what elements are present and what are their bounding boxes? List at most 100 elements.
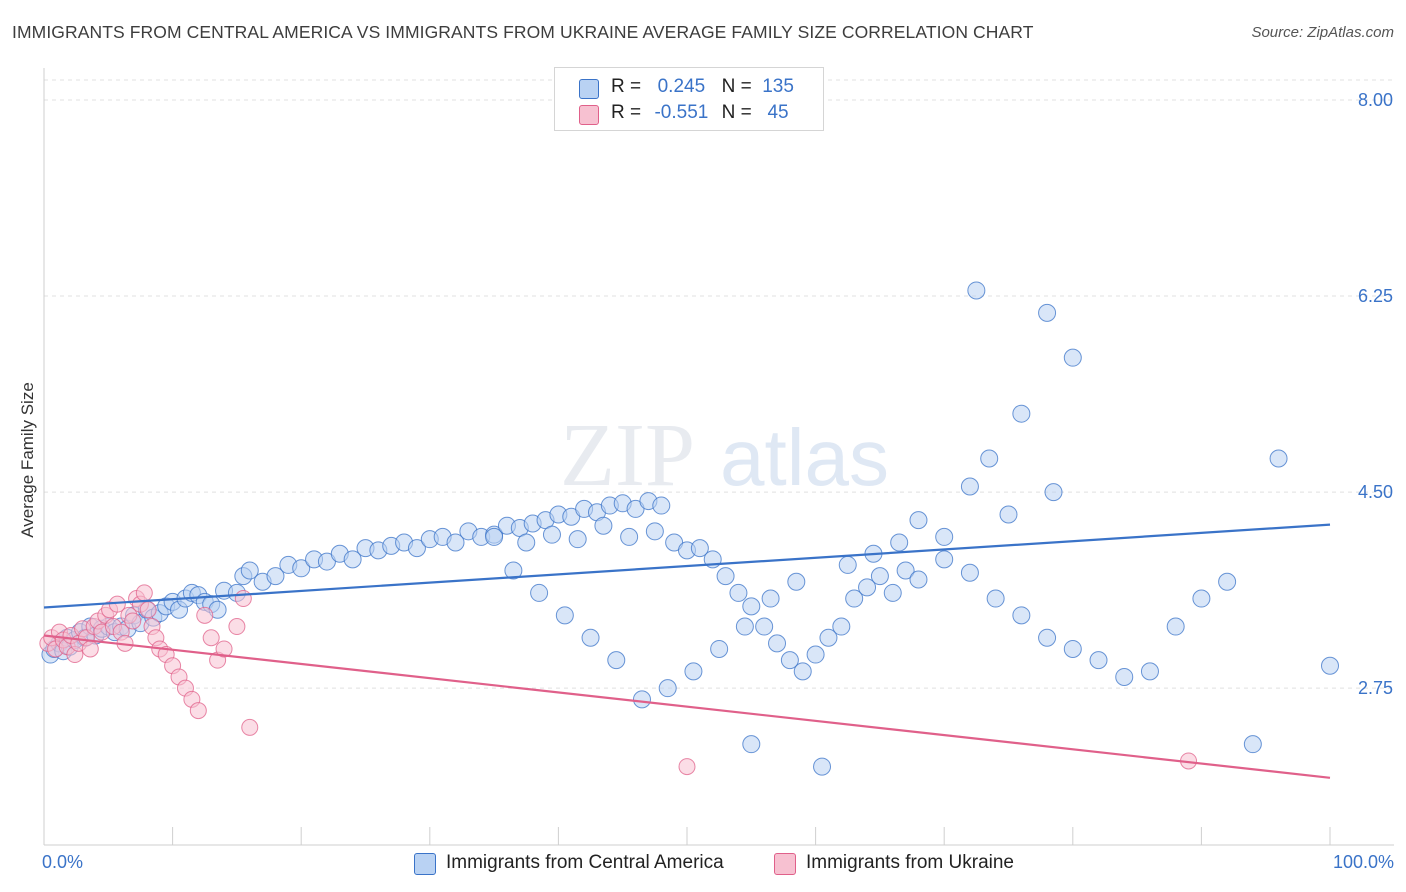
data-point-central-america <box>755 617 774 636</box>
data-point-central-america <box>980 449 999 468</box>
data-point-central-america <box>1012 404 1031 423</box>
data-point-central-america <box>530 583 549 602</box>
data-point-central-america <box>620 527 639 546</box>
data-point-central-america <box>568 530 587 549</box>
correlation-legend: R = 0.245 N = 135 R = -0.551 N = 45 <box>554 67 824 131</box>
legend-r-value: 0.245 <box>657 76 706 97</box>
data-point-central-america <box>1140 662 1159 681</box>
data-point-central-america <box>838 555 857 574</box>
data-point-central-america <box>1218 572 1237 591</box>
data-point-central-america <box>806 645 825 664</box>
bottom-legend-swatch-blue <box>414 853 436 875</box>
data-point-central-america <box>1192 589 1211 608</box>
data-point-central-america <box>832 617 851 636</box>
y-tick-label: 6.25 <box>1358 286 1393 306</box>
data-point-central-america <box>768 634 787 653</box>
data-point-ukraine <box>139 601 157 619</box>
trend-lines <box>43 523 1331 779</box>
data-point-central-america <box>967 281 986 300</box>
data-point-central-america <box>729 583 748 602</box>
chart-title: IMMIGRANTS FROM CENTRAL AMERICA VS IMMIG… <box>12 22 1034 42</box>
data-point-central-america <box>407 539 426 558</box>
data-point-central-america <box>710 639 729 658</box>
data-point-central-america <box>1038 628 1057 647</box>
data-point-ukraine <box>234 590 252 608</box>
bottom-legend-label: Immigrants from Central America <box>446 852 724 873</box>
data-point-ukraine <box>241 718 259 736</box>
data-point-ukraine <box>189 702 207 720</box>
data-point-central-america <box>652 496 671 515</box>
data-point-central-america <box>960 563 979 582</box>
data-point-ukraine <box>215 640 233 658</box>
bottom-legend-label: Immigrants from Ukraine <box>806 852 1014 873</box>
data-point-central-america <box>266 567 285 586</box>
data-point-central-america <box>883 583 902 602</box>
data-point-central-america <box>813 757 832 776</box>
data-point-central-america <box>555 606 574 625</box>
data-point-central-america <box>517 533 536 552</box>
legend-n-value: 45 <box>767 102 789 123</box>
data-point-central-america <box>1012 606 1031 625</box>
legend-r-label: R = <box>611 102 642 123</box>
x-min-label: 0.0% <box>42 852 84 872</box>
data-point-central-america <box>485 527 504 546</box>
data-point-central-america <box>1321 656 1339 675</box>
data-point-central-america <box>690 539 709 558</box>
legend-r-value: -0.551 <box>654 102 709 123</box>
data-point-central-america <box>504 561 523 580</box>
data-point-central-america <box>343 550 362 569</box>
trend-line-central-america <box>43 523 1331 609</box>
data-point-central-america <box>542 525 561 544</box>
data-point-central-america <box>780 651 799 670</box>
data-point-central-america <box>446 533 465 552</box>
legend-n-label: N = <box>721 76 752 97</box>
data-point-central-america <box>845 589 864 608</box>
data-point-central-america <box>716 567 735 586</box>
legend-swatch-pink <box>579 105 599 125</box>
data-point-central-america <box>742 597 761 616</box>
data-point-central-america <box>1063 639 1082 658</box>
data-point-central-america <box>645 522 664 541</box>
data-point-ukraine <box>124 612 142 630</box>
data-point-ukraine <box>678 758 696 776</box>
x-max-label: 100.0% <box>1332 852 1394 872</box>
data-point-central-america <box>684 662 703 681</box>
data-point-central-america <box>1044 483 1063 502</box>
watermark-zip: ZIP <box>560 406 695 505</box>
y-tick-labels: 2.75 4.50 6.25 8.00 <box>1358 90 1393 698</box>
axes <box>43 68 1394 846</box>
series-central-america-points <box>41 281 1339 776</box>
data-point-central-america <box>581 628 600 647</box>
data-point-ukraine <box>202 629 220 647</box>
data-point-central-america <box>935 527 954 546</box>
data-point-central-america <box>658 679 677 698</box>
data-point-central-america <box>632 690 651 709</box>
data-point-central-america <box>240 561 259 580</box>
data-point-central-america <box>960 477 979 496</box>
watermark-atlas: atlas <box>720 413 889 502</box>
data-point-central-america <box>935 550 954 569</box>
data-point-central-america <box>1115 667 1134 686</box>
data-point-central-america <box>858 578 877 597</box>
data-point-central-america <box>819 628 838 647</box>
legend-n-label: N = <box>721 102 752 123</box>
data-point-ukraine <box>81 640 99 658</box>
legend-n-value: 135 <box>762 76 794 97</box>
data-point-ukraine <box>135 584 153 602</box>
trend-line-ukraine <box>43 634 1331 779</box>
source-credit: Source: ZipAtlas.com <box>1251 24 1394 41</box>
data-point-central-america <box>890 533 909 552</box>
y-tick-label: 4.50 <box>1358 482 1393 502</box>
legend-r-label: R = <box>611 76 642 97</box>
data-point-central-america <box>1089 651 1108 670</box>
data-point-central-america <box>607 651 626 670</box>
data-point-ukraine <box>228 618 246 636</box>
data-point-central-america <box>1038 303 1057 322</box>
y-tick-label: 2.75 <box>1358 678 1393 698</box>
data-point-central-america <box>735 617 754 636</box>
bottom-legend-swatch-pink <box>774 853 796 875</box>
data-point-central-america <box>1166 617 1185 636</box>
data-point-ukraine <box>196 606 214 624</box>
data-point-central-america <box>999 505 1018 524</box>
